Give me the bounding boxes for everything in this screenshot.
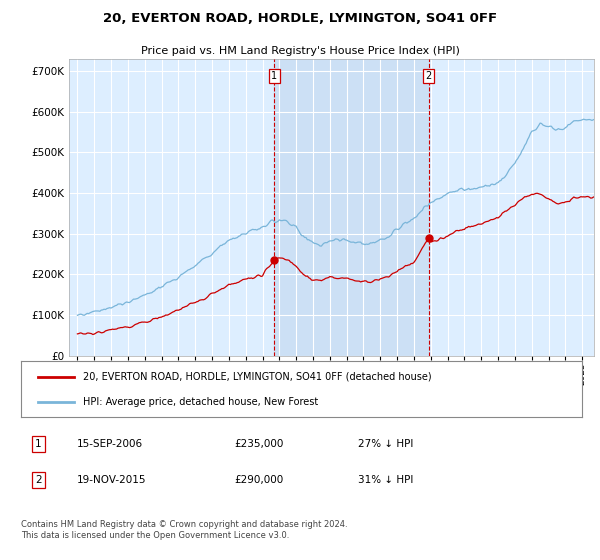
Text: £290,000: £290,000	[234, 475, 283, 485]
Text: 2: 2	[35, 475, 41, 485]
Text: 27% ↓ HPI: 27% ↓ HPI	[358, 438, 413, 449]
Text: 1: 1	[271, 71, 278, 81]
Text: 2: 2	[425, 71, 432, 81]
Text: 19-NOV-2015: 19-NOV-2015	[77, 475, 146, 485]
Text: Price paid vs. HM Land Registry's House Price Index (HPI): Price paid vs. HM Land Registry's House …	[140, 46, 460, 56]
Bar	[274, 59, 429, 356]
Text: HPI: Average price, detached house, New Forest: HPI: Average price, detached house, New …	[83, 396, 318, 407]
Text: £235,000: £235,000	[234, 438, 284, 449]
Text: 31% ↓ HPI: 31% ↓ HPI	[358, 475, 413, 485]
Text: 20, EVERTON ROAD, HORDLE, LYMINGTON, SO41 0FF (detached house): 20, EVERTON ROAD, HORDLE, LYMINGTON, SO4…	[83, 372, 431, 382]
Text: 1: 1	[35, 438, 41, 449]
Text: 20, EVERTON ROAD, HORDLE, LYMINGTON, SO41 0FF: 20, EVERTON ROAD, HORDLE, LYMINGTON, SO4…	[103, 12, 497, 25]
Text: 15-SEP-2006: 15-SEP-2006	[77, 438, 143, 449]
Text: Contains HM Land Registry data © Crown copyright and database right 2024.
This d: Contains HM Land Registry data © Crown c…	[21, 520, 347, 539]
